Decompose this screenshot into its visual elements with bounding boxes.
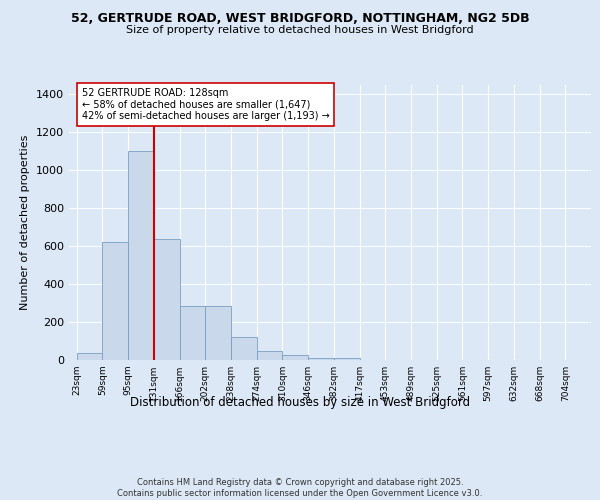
Text: Contains HM Land Registry data © Crown copyright and database right 2025.
Contai: Contains HM Land Registry data © Crown c… xyxy=(118,478,482,498)
Text: Size of property relative to detached houses in West Bridgford: Size of property relative to detached ho… xyxy=(126,25,474,35)
Bar xyxy=(154,238,179,360)
Bar xyxy=(257,350,283,360)
Bar xyxy=(334,358,359,360)
Bar xyxy=(179,306,205,360)
Bar xyxy=(205,306,231,360)
Bar xyxy=(231,337,257,360)
Bar xyxy=(103,242,128,360)
Text: Distribution of detached houses by size in West Bridgford: Distribution of detached houses by size … xyxy=(130,396,470,409)
Text: 52, GERTRUDE ROAD, WEST BRIDGFORD, NOTTINGHAM, NG2 5DB: 52, GERTRUDE ROAD, WEST BRIDGFORD, NOTTI… xyxy=(71,12,529,26)
Text: 52 GERTRUDE ROAD: 128sqm
← 58% of detached houses are smaller (1,647)
42% of sem: 52 GERTRUDE ROAD: 128sqm ← 58% of detach… xyxy=(82,88,329,121)
Y-axis label: Number of detached properties: Number of detached properties xyxy=(20,135,31,310)
Bar xyxy=(308,358,334,360)
Bar xyxy=(128,152,154,360)
Bar xyxy=(283,356,308,360)
Bar xyxy=(77,354,103,360)
